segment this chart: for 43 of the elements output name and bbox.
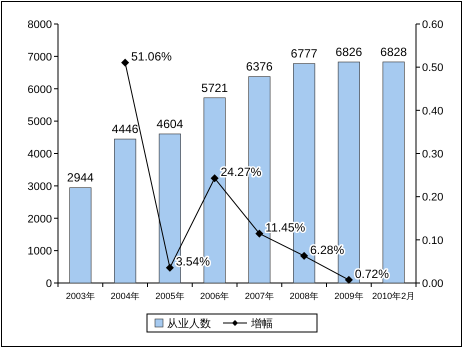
data-label: 4604 xyxy=(156,116,184,131)
y2-tick-label: 0.50 xyxy=(422,62,444,74)
data-label: 2944 xyxy=(67,170,94,185)
y2-tick-label: 0.40 xyxy=(422,105,444,118)
legend-label: 从业人数 xyxy=(167,317,211,330)
y2-tick-label: 0.10 xyxy=(422,234,444,247)
x-tick-label: 2010年2月 xyxy=(372,291,416,301)
data-label: 6826 xyxy=(336,45,363,60)
data-label: 6828 xyxy=(380,44,408,59)
x-tick-label: 2009年 xyxy=(334,291,364,301)
x-tick-label: 2007年 xyxy=(244,291,274,301)
data-label: 4446 xyxy=(112,122,139,136)
point xyxy=(166,264,174,272)
point xyxy=(344,276,353,284)
y-tick-label: 6000 xyxy=(28,84,52,96)
x-tick-label: 2003年 xyxy=(66,291,95,301)
data-label: 6777 xyxy=(290,46,318,61)
legend-label: 增幅 xyxy=(250,318,273,330)
y-tick-label: 4000 xyxy=(28,148,52,160)
x-tick-label: 2004年 xyxy=(110,291,140,301)
data-label: 6376 xyxy=(246,60,274,74)
y-tick-label: 2000 xyxy=(28,213,52,226)
y2-tick-label: 0.00 xyxy=(422,278,444,290)
x-tick-label: 2008年 xyxy=(290,291,319,301)
x-tick-label: 2006年 xyxy=(200,291,230,301)
y-tick-label: 1000 xyxy=(28,246,52,258)
y2-tick-label: 0.30 xyxy=(422,148,444,160)
data-label: 5721 xyxy=(201,80,228,95)
y-tick-label: 8000 xyxy=(28,19,52,31)
point xyxy=(255,230,264,238)
y-tick-label: 5000 xyxy=(28,116,52,128)
y-tick-label: 0 xyxy=(46,278,52,290)
y2-tick-label: 0.20 xyxy=(422,192,444,204)
point xyxy=(210,174,219,182)
y-tick-label: 7000 xyxy=(28,51,52,64)
data-label: 51.06% xyxy=(131,50,172,64)
bar xyxy=(114,138,136,284)
bar xyxy=(69,187,92,284)
point xyxy=(300,252,308,260)
point xyxy=(121,58,130,67)
y-tick-label: 3000 xyxy=(28,180,52,193)
x-tick-label: 2005年 xyxy=(155,291,184,301)
y2-tick-label: 0.60 xyxy=(422,19,444,31)
